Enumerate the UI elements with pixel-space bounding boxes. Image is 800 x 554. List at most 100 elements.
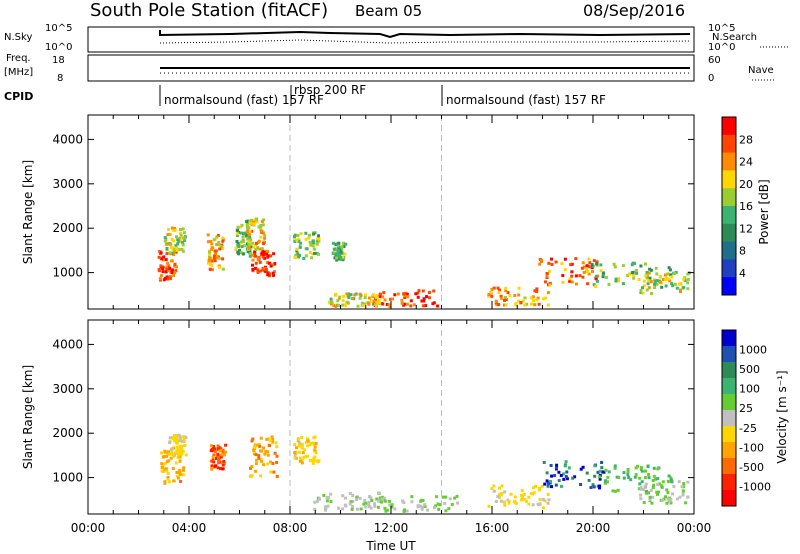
power-cell <box>249 245 253 249</box>
power-cell <box>621 282 625 286</box>
power-colorbar-tick-label: 16 <box>739 200 753 213</box>
velocity-cell <box>634 473 638 477</box>
power-cell <box>165 247 169 250</box>
velocity-cell <box>215 457 218 460</box>
velocity-cell <box>262 463 266 467</box>
velocity-colorbar-title: Velocity [m s⁻¹] <box>775 370 789 463</box>
power-cell <box>166 261 170 265</box>
power-cell <box>635 271 639 275</box>
velocity-cell <box>348 491 352 495</box>
power-cell <box>367 301 371 305</box>
power-cell <box>531 295 535 299</box>
velocity-cell <box>258 444 262 448</box>
power-cell <box>308 251 312 255</box>
velocity-cell <box>355 496 359 500</box>
velocity-cell <box>598 469 602 473</box>
velocity-cell <box>217 458 221 462</box>
velocity-cell <box>656 492 659 496</box>
power-cell <box>255 220 259 224</box>
velocity-cell <box>639 493 643 497</box>
power-cell <box>212 257 216 261</box>
power-cell <box>679 288 682 292</box>
velocity-cell <box>171 467 175 470</box>
power-cell <box>310 256 314 260</box>
power-cell <box>250 218 254 222</box>
power-cell <box>172 228 176 232</box>
power-cell <box>601 271 605 275</box>
velocity-cell <box>527 502 531 506</box>
power-cell <box>569 263 573 267</box>
velocity-cell <box>644 491 648 495</box>
power-cell <box>621 264 625 268</box>
power-cell <box>587 272 591 276</box>
power-cell <box>258 247 262 251</box>
power-cell <box>645 288 649 292</box>
velocity-cell <box>657 490 660 494</box>
power-cell <box>405 292 409 296</box>
velocity-cell <box>670 480 674 484</box>
power-cell <box>561 274 565 277</box>
power-cell <box>170 271 174 274</box>
power-colorbar: 28 24 20 16 12 8 4 Power [dB] <box>721 116 771 296</box>
power-cell <box>671 284 675 288</box>
power-cell <box>342 245 346 248</box>
power-cell <box>490 287 494 291</box>
power-cell <box>391 297 395 301</box>
velocity-cell <box>164 461 168 465</box>
velocity-cell <box>644 482 648 486</box>
velocity-colorbar-swatch <box>722 410 736 427</box>
velocity-cell <box>178 468 182 472</box>
power-cell <box>181 240 185 244</box>
power-cell <box>332 247 336 251</box>
velocity-cell <box>498 495 502 499</box>
power-cell <box>388 297 392 301</box>
velocity-cell <box>219 447 223 451</box>
power-cell <box>240 245 244 249</box>
power-cell <box>221 267 225 271</box>
velocity-cell <box>221 467 225 471</box>
velocity-cell <box>306 444 310 448</box>
noise-right-tick-low: 10^0 <box>708 42 735 53</box>
velocity-cell <box>437 507 441 511</box>
power-cell <box>180 247 184 251</box>
power-cell <box>432 289 436 293</box>
power-cell <box>633 261 636 265</box>
velocity-cell <box>686 495 690 499</box>
power-cell <box>251 253 255 257</box>
power-cell <box>667 266 671 270</box>
power-cell <box>317 239 321 243</box>
power-cell <box>533 289 537 293</box>
power-cell <box>582 271 586 274</box>
power-cell <box>421 304 425 308</box>
velocity-cell <box>550 485 553 489</box>
velocity-cell <box>293 443 297 446</box>
power-cell <box>246 227 250 231</box>
power-cell <box>361 304 365 307</box>
velocity-cell <box>177 433 181 437</box>
velocity-cell <box>426 508 430 512</box>
velocity-cell <box>564 475 568 478</box>
power-cell <box>267 261 271 265</box>
power-cell <box>256 268 260 272</box>
power-cell <box>377 298 381 302</box>
date-label: 08/Sep/2016 <box>583 1 685 20</box>
velocity-cell <box>585 471 589 475</box>
power-cell <box>177 239 181 243</box>
power-cell <box>297 255 301 259</box>
velocity-cell <box>265 437 269 441</box>
power-cell <box>498 288 501 292</box>
velocity-cell <box>314 459 318 463</box>
power-cell <box>258 269 262 273</box>
velocity-cell <box>553 474 557 477</box>
power-cell <box>170 237 174 241</box>
power-cell <box>533 303 537 307</box>
power-cell <box>369 299 373 303</box>
velocity-cell <box>358 496 362 500</box>
velocity-cell <box>369 506 373 510</box>
velocity-cell <box>348 502 352 506</box>
velocity-cell <box>250 439 254 443</box>
velocity-cell <box>661 498 664 502</box>
power-cell <box>255 218 259 221</box>
power-cell <box>570 274 574 278</box>
velocity-cell <box>163 467 167 471</box>
